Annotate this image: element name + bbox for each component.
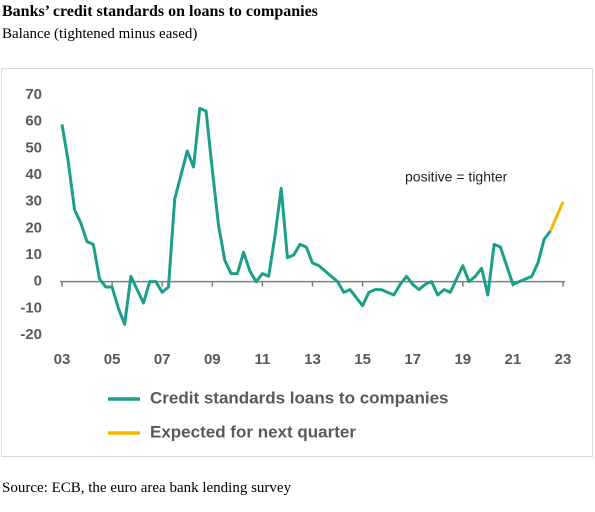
y-tick-label: 60 [25, 113, 42, 130]
source: Source: ECB, the euro area bank lending … [2, 480, 292, 496]
x-tick-label: 23 [555, 351, 572, 368]
chart-panel [1, 68, 593, 457]
x-tick-label: 15 [354, 351, 371, 368]
y-tick-label: -20 [20, 326, 42, 343]
line-series [549, 201, 565, 232]
y-tick-label: 10 [25, 246, 42, 263]
chart-subtitle: Balance (tightened minus eased) [2, 26, 197, 42]
x-tick-label: 17 [404, 351, 421, 368]
y-tick-label: 30 [25, 193, 42, 210]
x-tick-label: 13 [304, 351, 321, 368]
x-tick-label: 09 [204, 351, 221, 368]
x-tick-label: 19 [454, 351, 471, 368]
y-tick-label: -10 [20, 299, 42, 316]
y-tick-label: 0 [34, 273, 42, 290]
y-tick-label: 20 [25, 219, 42, 236]
y-tick-label: 50 [25, 139, 42, 156]
x-tick-label: 07 [154, 351, 171, 368]
chart-title: Banks’ credit standards on loans to comp… [2, 3, 318, 20]
x-tick-label: 05 [104, 351, 121, 368]
legend-label: Expected for next quarter [150, 422, 356, 441]
y-tick-label: 70 [25, 86, 42, 103]
x-tick-label: 11 [254, 351, 270, 368]
legend-label: Credit standards loans to companies [150, 388, 449, 407]
y-tick-label: 40 [25, 166, 42, 183]
x-tick-label: 21 [505, 351, 522, 368]
annotation: positive = tighter [405, 169, 508, 185]
line-series [60, 106, 552, 326]
x-tick-label: 03 [54, 351, 71, 368]
